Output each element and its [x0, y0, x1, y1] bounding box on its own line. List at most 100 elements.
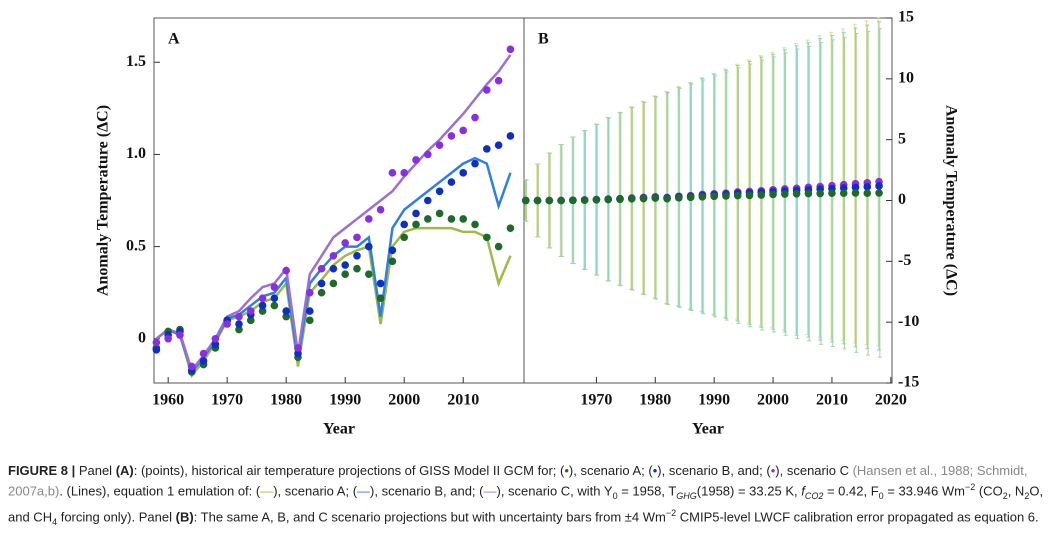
data-point — [187, 362, 196, 371]
data-point — [235, 312, 243, 321]
data-point — [651, 194, 660, 202]
data-point — [435, 187, 444, 196]
data-point — [294, 344, 302, 352]
data-point — [435, 141, 444, 149]
data-point — [199, 349, 208, 358]
data-point — [282, 312, 290, 321]
x-tick-label: 1970 — [580, 392, 612, 409]
data-point — [365, 215, 373, 223]
data-point — [875, 182, 883, 190]
data-point — [305, 316, 314, 325]
data-point — [506, 224, 515, 232]
data-point — [341, 270, 349, 279]
data-point — [769, 190, 777, 199]
caption-text: (Hansen et al., 1988; Schmidt, 2007a,b) — [8, 463, 1028, 499]
caption-text: forcing only). Panel — [57, 509, 176, 525]
caption-text: 2 — [1024, 490, 1030, 501]
data-point — [459, 126, 468, 135]
caption-text: Panel — [75, 463, 116, 478]
data-point — [353, 264, 361, 273]
data-point — [483, 86, 491, 94]
data-point — [329, 252, 338, 260]
data-point — [294, 349, 302, 358]
y-axis-label: Anomaly Temperature (ΔC) — [95, 105, 112, 296]
data-point — [258, 307, 267, 315]
x-tick-label: 2000 — [388, 392, 420, 409]
data-point — [400, 169, 409, 177]
data-point — [471, 220, 479, 229]
caption-text: 0 — [878, 490, 884, 501]
data-point — [875, 189, 883, 197]
caption-text: , N — [1007, 483, 1025, 499]
data-point — [580, 196, 589, 204]
panel-label: A — [168, 31, 180, 48]
caption-text: (1958) = 33.25 K, — [696, 483, 802, 499]
y-axis-label: Anomaly Temperature (ΔC) — [942, 105, 959, 296]
y-tick-label: -10 — [898, 313, 919, 330]
data-point — [851, 183, 860, 192]
x-tick-label: 2000 — [757, 392, 789, 409]
caption-text: CMIP5-level LWCF calibration error propa… — [676, 509, 1039, 525]
x-tick-label: 1990 — [698, 392, 730, 409]
caption-text: (A) — [115, 463, 134, 478]
x-tick-label: 1960 — [152, 392, 184, 409]
data-point — [533, 196, 542, 205]
data-point — [545, 196, 554, 205]
data-point — [176, 331, 184, 339]
data-point — [447, 215, 456, 223]
data-point — [211, 340, 220, 349]
caption-text: ), scenario A; ( — [273, 483, 358, 499]
caption-text: • — [652, 463, 658, 478]
y-tick-label: 0.5 — [126, 237, 146, 254]
caption-text: GHG — [676, 490, 697, 501]
caption-text: 4 — [52, 516, 58, 527]
caption-text: ), scenario C — [775, 463, 853, 478]
data-point — [282, 266, 290, 275]
series-line — [155, 54, 512, 373]
y-tick-label: 0 — [898, 191, 906, 208]
caption-text: FIGURE 8 | — [8, 463, 76, 478]
data-point — [435, 209, 444, 218]
data-point — [246, 307, 255, 315]
data-point — [412, 209, 420, 218]
data-point — [828, 189, 836, 197]
caption-text: — — [357, 483, 371, 499]
data-point — [494, 242, 503, 251]
data-point — [235, 320, 243, 328]
data-point — [483, 233, 491, 242]
caption-text: O, and CH — [8, 483, 1044, 525]
data-point — [305, 307, 314, 315]
plot-frame — [523, 17, 893, 384]
data-point — [471, 159, 479, 168]
data-point — [282, 307, 290, 315]
data-point — [199, 357, 208, 365]
data-point — [459, 169, 468, 177]
data-point — [388, 246, 397, 255]
x-tick-label: 2010 — [816, 392, 848, 409]
data-point — [270, 283, 279, 291]
y-tick-label: 0 — [138, 329, 146, 346]
data-point — [376, 279, 385, 288]
data-point — [424, 196, 432, 205]
data-point — [246, 316, 255, 325]
data-point — [424, 215, 432, 223]
data-point — [317, 279, 326, 288]
data-point — [235, 325, 243, 334]
data-point — [483, 145, 491, 153]
data-point — [305, 288, 314, 297]
data-point — [471, 113, 479, 122]
data-point — [376, 294, 385, 303]
data-point — [341, 261, 349, 269]
data-point — [412, 156, 420, 164]
data-point — [745, 191, 754, 200]
y-tick-label: 1.0 — [126, 145, 146, 162]
panel-label: B — [538, 31, 549, 48]
data-point — [686, 193, 695, 202]
y-tick-label: 15 — [898, 9, 914, 26]
data-point — [733, 191, 742, 200]
data-point — [211, 334, 220, 343]
data-point — [722, 192, 730, 200]
plot-frame — [153, 17, 525, 384]
data-point — [781, 190, 789, 198]
caption-text: = 1958, T — [617, 483, 677, 499]
